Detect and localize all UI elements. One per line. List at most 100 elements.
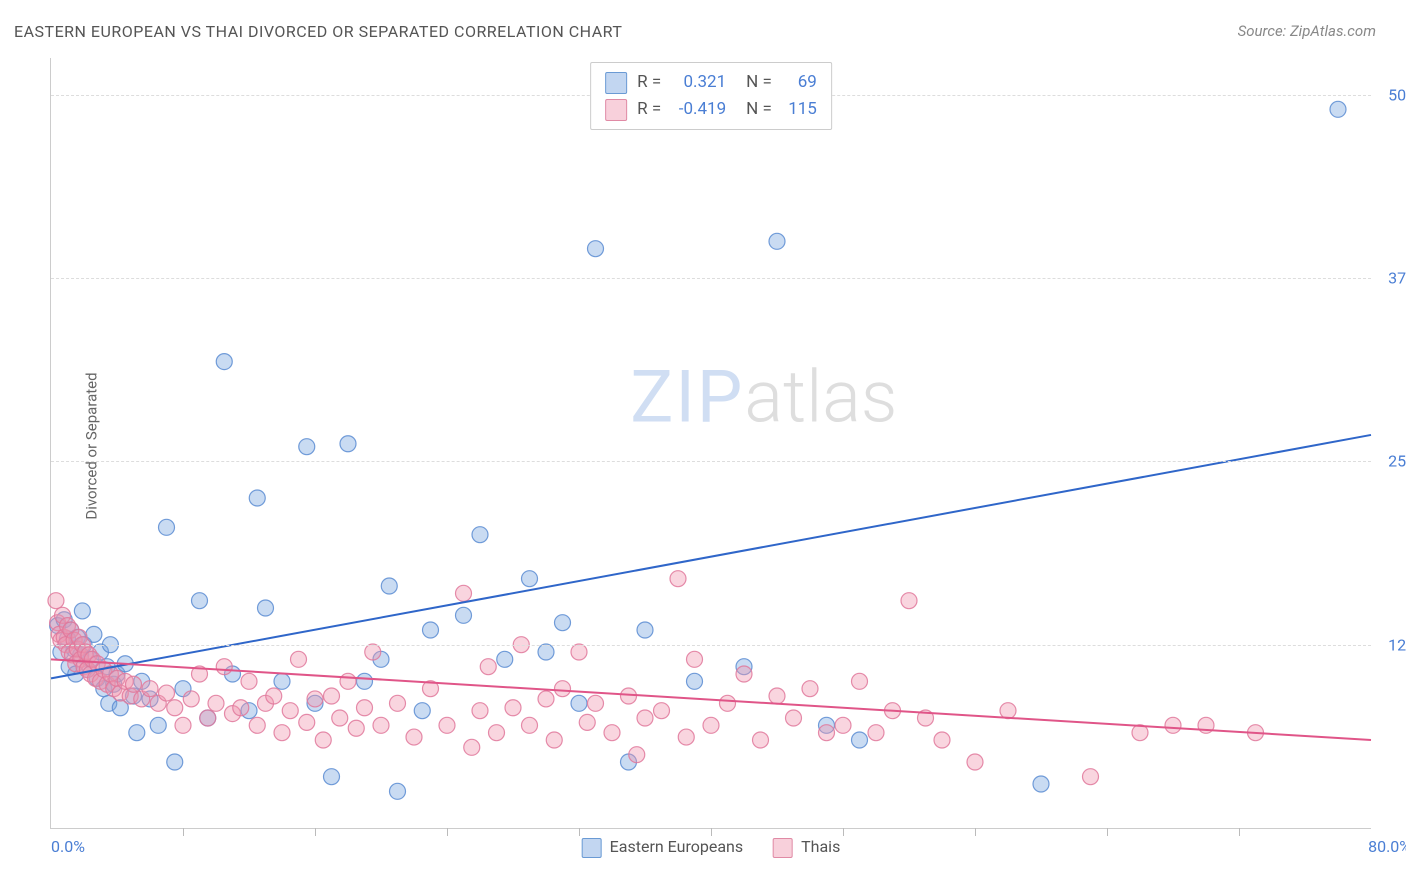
legend-swatch [582, 838, 602, 858]
scatter-point [621, 688, 637, 704]
legend-swatch [773, 838, 793, 858]
x-minor-tick [975, 828, 976, 836]
x-minor-tick [183, 828, 184, 836]
scatter-point [357, 700, 373, 716]
scatter-point [497, 651, 513, 667]
scatter-point [1330, 101, 1346, 117]
scatter-point [249, 717, 265, 733]
scatter-point [249, 490, 265, 506]
scatter-point [786, 710, 802, 726]
scatter-point [414, 703, 430, 719]
scatter-point [373, 717, 389, 733]
y-tick-label: 12.5% [1376, 635, 1406, 654]
source-attribution: Source: ZipAtlas.com [1238, 22, 1376, 40]
scatter-point [571, 695, 587, 711]
scatter-point [150, 717, 166, 733]
n-label: N = [746, 69, 772, 96]
scatter-point [159, 519, 175, 535]
scatter-point [1165, 717, 1181, 733]
scatter-point [315, 732, 331, 748]
scatter-chart-svg [51, 58, 1371, 828]
scatter-point [390, 783, 406, 799]
scatter-point [274, 725, 290, 741]
x-minor-tick [1239, 828, 1240, 836]
scatter-point [456, 607, 472, 623]
scatter-point [571, 644, 587, 660]
scatter-point [819, 725, 835, 741]
scatter-point [934, 732, 950, 748]
scatter-point [852, 732, 868, 748]
scatter-point [579, 714, 595, 730]
scatter-point [126, 676, 142, 692]
legend-item: Thais [773, 837, 840, 858]
n-label: N = [746, 96, 772, 123]
scatter-point [852, 673, 868, 689]
scatter-point [74, 603, 90, 619]
scatter-point [299, 714, 315, 730]
scatter-point [233, 700, 249, 716]
scatter-point [678, 729, 694, 745]
x-minor-tick [711, 828, 712, 836]
x-minor-tick [843, 828, 844, 836]
scatter-point [1000, 703, 1016, 719]
y-tick-label: 50.0% [1376, 85, 1406, 104]
r-label: R = [637, 69, 661, 96]
scatter-point [769, 688, 785, 704]
chart-title: EASTERN EUROPEAN VS THAI DIVORCED OR SEP… [14, 22, 622, 41]
scatter-point [348, 720, 364, 736]
y-tick-label: 25.0% [1376, 452, 1406, 471]
scatter-point [489, 725, 505, 741]
scatter-point [637, 622, 653, 638]
scatter-point [588, 695, 604, 711]
scatter-point [538, 644, 554, 660]
scatter-point [522, 717, 538, 733]
scatter-point [332, 710, 348, 726]
correlation-stats-box: R =0.321N =69R =-0.419N =115 [590, 62, 832, 130]
scatter-point [159, 685, 175, 701]
scatter-point [464, 739, 480, 755]
scatter-point [1033, 776, 1049, 792]
scatter-point [439, 717, 455, 733]
scatter-point [142, 681, 158, 697]
scatter-point [1083, 769, 1099, 785]
scatter-point [365, 644, 381, 660]
legend-bottom: Eastern EuropeansThais [582, 837, 841, 858]
scatter-point [324, 769, 340, 785]
scatter-point [472, 703, 488, 719]
scatter-point [769, 233, 785, 249]
scatter-point [604, 725, 620, 741]
scatter-point [299, 439, 315, 455]
scatter-point [167, 700, 183, 716]
y-tick-label: 37.5% [1376, 269, 1406, 288]
scatter-point [687, 651, 703, 667]
grid-line [51, 461, 1371, 462]
scatter-point [588, 241, 604, 257]
scatter-point [522, 571, 538, 587]
grid-line [51, 645, 1371, 646]
scatter-point [472, 527, 488, 543]
scatter-point [192, 593, 208, 609]
page-container: EASTERN EUROPEAN VS THAI DIVORCED OR SEP… [0, 0, 1406, 892]
x-minor-tick [1107, 828, 1108, 836]
grid-line [51, 278, 1371, 279]
x-minor-tick [315, 828, 316, 836]
scatter-point [480, 659, 496, 675]
scatter-point [637, 710, 653, 726]
scatter-point [357, 673, 373, 689]
scatter-point [340, 436, 356, 452]
scatter-point [901, 593, 917, 609]
x-minor-tick [579, 828, 580, 836]
scatter-point [546, 732, 562, 748]
scatter-point [703, 717, 719, 733]
scatter-point [266, 688, 282, 704]
scatter-point [505, 700, 521, 716]
scatter-point [175, 717, 191, 733]
scatter-point [670, 571, 686, 587]
scatter-point [390, 695, 406, 711]
scatter-point [753, 732, 769, 748]
n-value: 69 [782, 69, 817, 96]
scatter-point [629, 747, 645, 763]
scatter-point [423, 622, 439, 638]
stats-swatch [605, 72, 627, 94]
scatter-point [48, 593, 64, 609]
